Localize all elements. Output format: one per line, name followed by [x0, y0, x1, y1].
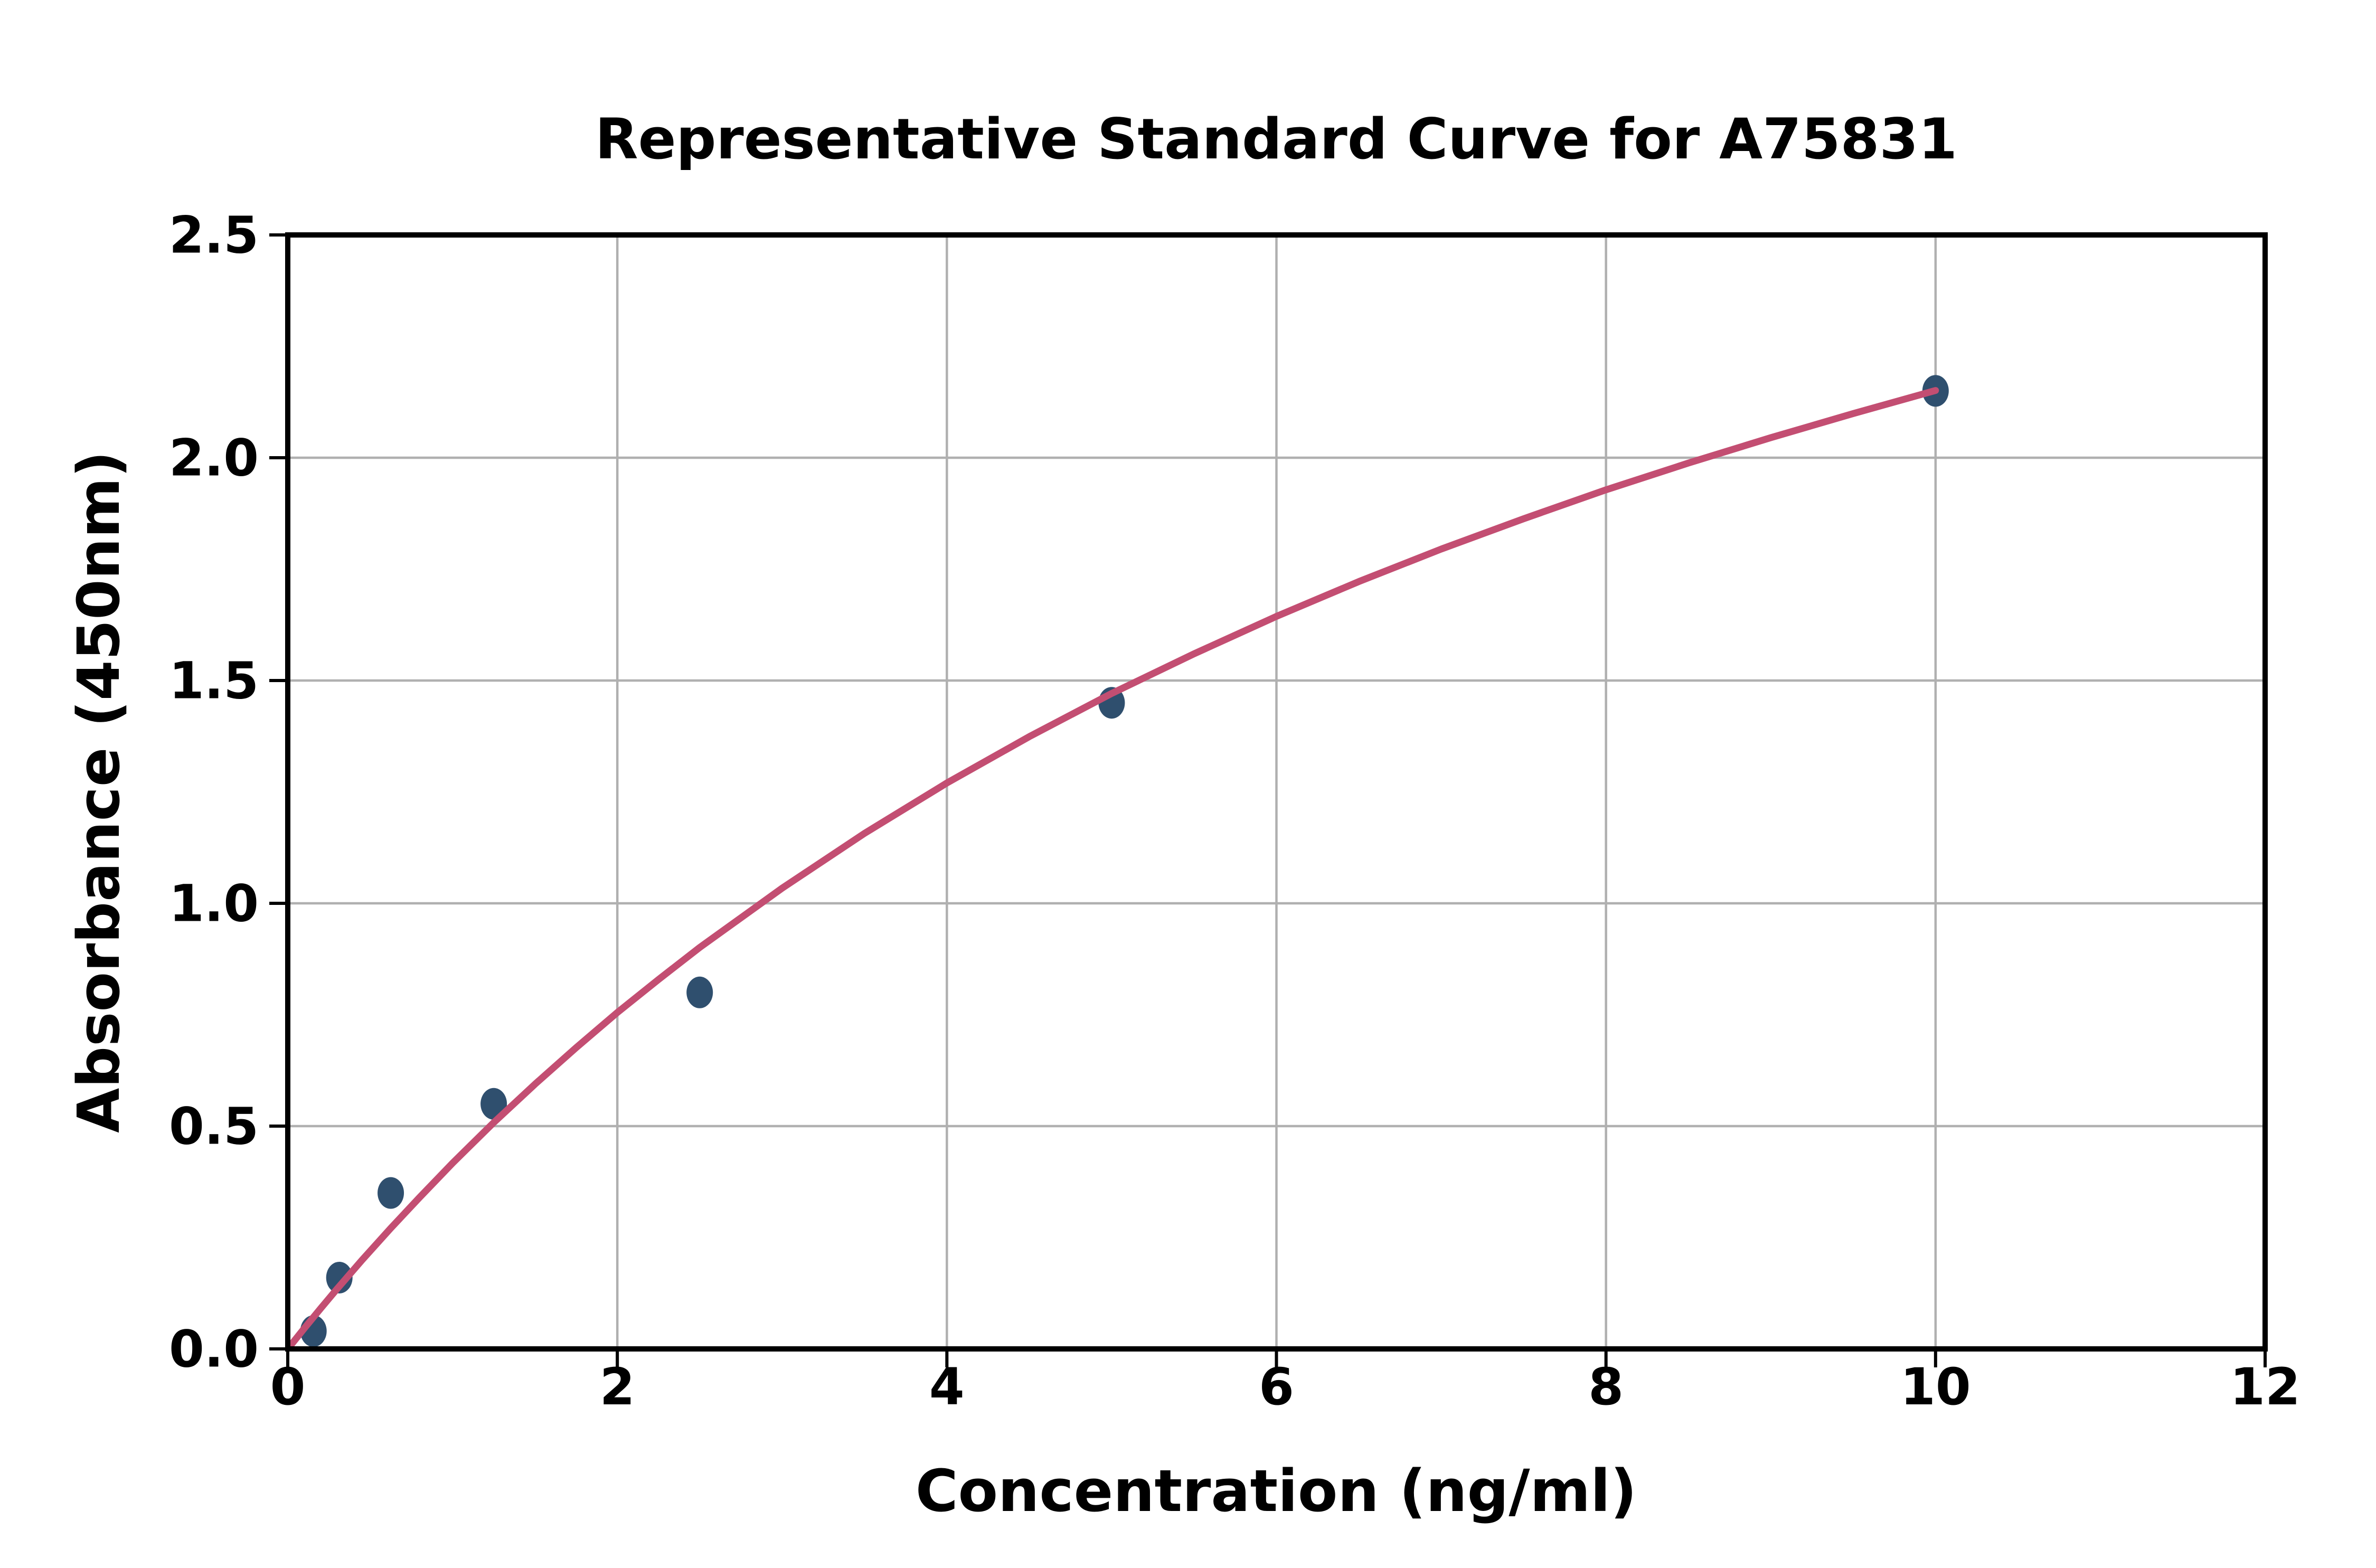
data-point — [378, 1177, 404, 1209]
x-tick-label: 8 — [1588, 1357, 1624, 1416]
tick-labels-group: 0 2 4 6 8 10 12 0.0 0.5 1.0 1.5 2.0 2.5 — [169, 206, 2300, 1416]
data-points-group — [300, 375, 1949, 1347]
y-tick-label: 2.0 — [169, 429, 259, 488]
gridlines-group — [288, 235, 2265, 1349]
x-tick-label: 12 — [2230, 1357, 2300, 1416]
x-axis-label: Concentration (ng/ml) — [916, 1457, 1637, 1525]
data-point — [686, 976, 713, 1008]
y-tick-label: 1.0 — [169, 874, 259, 933]
fitted-curve — [287, 387, 1939, 1348]
x-tick-label: 10 — [1900, 1357, 1971, 1416]
plot-frame — [285, 232, 2268, 1352]
y-tick-label: 0.5 — [169, 1097, 259, 1156]
y-axis-label: Absorbance (450nm) — [65, 451, 133, 1133]
fitted-curve-group — [287, 387, 1939, 1348]
chart-title: Representative Standard Curve for A75831 — [595, 107, 1957, 172]
ticks-group — [269, 233, 2267, 1367]
data-point — [326, 1261, 353, 1293]
y-tick-label: 2.5 — [169, 206, 259, 265]
x-tick-label: 2 — [600, 1357, 635, 1416]
x-tick-label: 0 — [270, 1357, 306, 1416]
x-tick-label: 6 — [1259, 1357, 1294, 1416]
y-tick-label: 0.0 — [169, 1320, 259, 1379]
plot-frame-group — [285, 232, 2268, 1352]
y-tick-label: 1.5 — [169, 651, 259, 711]
x-tick-label: 4 — [929, 1357, 965, 1416]
